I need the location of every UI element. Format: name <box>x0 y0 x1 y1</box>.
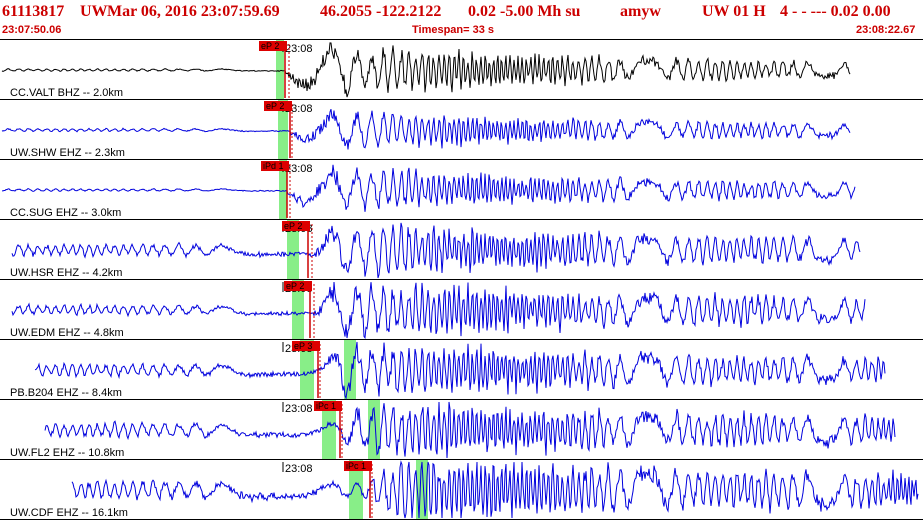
phase-pick-box[interactable] <box>264 101 292 111</box>
pick-window-highlight <box>349 460 363 519</box>
phase-pick-label: iPc 1 <box>316 401 336 411</box>
waveform <box>11 222 861 279</box>
event-location: 46.2055 -122.2122 <box>320 3 442 20</box>
minute-tick-label: 23:08 <box>285 403 313 415</box>
waveform <box>1 109 851 150</box>
phase-pick-box[interactable] <box>292 341 320 351</box>
phase-pick-box[interactable] <box>259 41 287 51</box>
pick-window-highlight <box>368 400 380 459</box>
waveform <box>11 281 866 340</box>
phase-pick-box[interactable] <box>314 401 342 411</box>
phase-pick-label: iPc 1 <box>346 461 366 471</box>
event-network: UW <box>80 3 108 20</box>
window-end-time: 23:08:22.67 <box>856 24 916 36</box>
channel-label: UW.CDF EHZ -- 16.1km <box>10 507 128 519</box>
phase-pick-box[interactable] <box>261 161 289 171</box>
window-start-time: 23:07:50.06 <box>2 24 62 36</box>
event-source: UW 01 H <box>702 3 766 20</box>
waveform <box>1 42 851 98</box>
phase-pick-label: eP 2 <box>284 221 302 231</box>
minute-tick-label: 23:08 <box>285 163 313 175</box>
phase-pick-label: eP 2 <box>261 41 279 51</box>
channel-label: CC.SUG EHZ -- 3.0km <box>10 207 121 219</box>
channel-label: CC.VALT BHZ -- 2.0km <box>10 87 123 99</box>
pick-window-highlight <box>322 400 336 459</box>
channel-label: UW.FL2 EHZ -- 10.8km <box>10 447 124 459</box>
time-window-bar: 23:07:50.06 Timespan= 33 s 23:08:22.67 <box>0 24 923 38</box>
event-analyst: amyw <box>620 3 661 20</box>
event-header: 61113817 UW Mar 06, 2016 23:07:59.69 46.… <box>0 0 923 22</box>
trace-row[interactable]: 23:08 iPc 1 UW.FL2 EHZ -- 10.8km <box>0 400 923 460</box>
event-id: 61113817 <box>2 3 65 20</box>
waveform <box>44 401 896 459</box>
phase-pick-box[interactable] <box>344 461 372 471</box>
channel-label: UW.SHW EHZ -- 2.3km <box>10 147 125 159</box>
phase-pick-box[interactable] <box>284 281 312 291</box>
minute-tick-label: 23:08 <box>285 463 313 475</box>
waveform <box>71 460 919 519</box>
phase-pick-label: eP 2 <box>266 101 284 111</box>
phase-pick-label: iPd 1 <box>263 161 284 171</box>
timespan-label: Timespan= 33 s <box>412 24 495 36</box>
event-datetime: Mar 06, 2016 23:07:59.69 <box>107 3 280 20</box>
phase-pick-label: eP 3 <box>294 341 312 351</box>
channel-label: UW.EDM EHZ -- 4.8km <box>10 327 124 339</box>
pick-window-highlight <box>292 280 304 339</box>
event-magnitude: 0.02 -5.00 Mh su <box>468 3 581 20</box>
channel-label: PB.B204 EHZ -- 8.4km <box>10 387 122 399</box>
pick-window-highlight <box>300 340 314 399</box>
trace-row[interactable]: 23:08 iPc 1 UW.CDF EHZ -- 16.1km <box>0 460 923 520</box>
phase-pick-label: eP 2 <box>286 281 304 291</box>
event-quality: 4 - - --- 0.02 0.00 <box>780 3 891 20</box>
pick-window-highlight <box>278 100 288 159</box>
pick-window-highlight <box>276 40 284 99</box>
phase-pick-box[interactable] <box>282 221 310 231</box>
pick-window-highlight <box>416 460 428 519</box>
trace-row[interactable]: 23:08 eP 2 CC.VALT BHZ -- 2.0km <box>0 40 923 100</box>
waveform <box>34 341 886 400</box>
pick-window-highlight <box>287 220 299 279</box>
channel-label: UW.HSR EHZ -- 4.2km <box>10 267 122 279</box>
waveform <box>2 164 856 212</box>
pick-window-highlight <box>344 340 356 399</box>
minute-tick-label: 23:08 <box>285 43 313 55</box>
pick-window-highlight <box>279 160 287 219</box>
